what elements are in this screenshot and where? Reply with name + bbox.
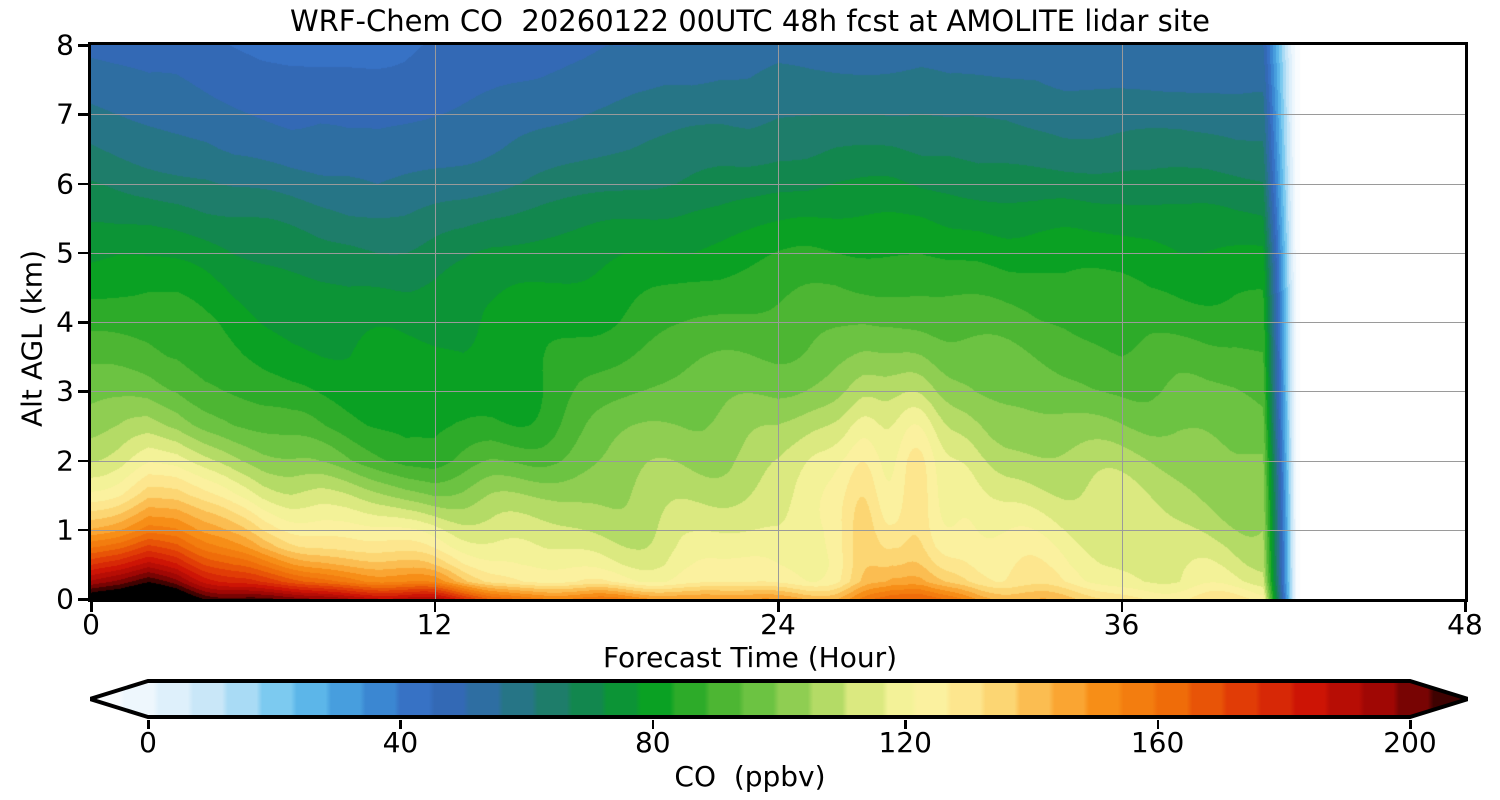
x-tick-mark bbox=[433, 602, 436, 612]
y-tick-mark bbox=[78, 182, 88, 185]
gridline-vertical bbox=[434, 45, 436, 599]
colorbar-tick-mark bbox=[651, 720, 655, 729]
y-tick-label: 2 bbox=[56, 444, 74, 477]
colorbar-tick-label: 200 bbox=[1383, 726, 1437, 759]
colorbar-tick-label: 80 bbox=[634, 726, 671, 759]
colorbar-tick-mark bbox=[399, 720, 402, 729]
x-tick-label: 12 bbox=[416, 608, 453, 641]
colorbar-label: CO (ppbv) bbox=[674, 760, 826, 793]
y-tick-mark bbox=[78, 528, 88, 532]
x-tick-label: 24 bbox=[760, 608, 796, 641]
x-tick-label: 48 bbox=[1447, 608, 1483, 641]
colorbar-tick-label: 160 bbox=[1130, 726, 1185, 759]
gridline-vertical bbox=[1121, 45, 1123, 599]
contour-plot-axes bbox=[88, 42, 1468, 602]
y-tick-label: 3 bbox=[56, 374, 74, 408]
y-tick-mark bbox=[78, 251, 88, 255]
y-tick-mark bbox=[78, 113, 88, 116]
y-tick-mark bbox=[78, 44, 88, 47]
y-tick-mark bbox=[78, 459, 88, 462]
y-tick-label: 0 bbox=[56, 582, 74, 616]
gridline-vertical bbox=[778, 45, 779, 599]
colorbar-tick-mark bbox=[1156, 720, 1160, 729]
colorbar bbox=[90, 678, 1468, 720]
x-tick-mark bbox=[1120, 602, 1123, 612]
y-tick-label: 7 bbox=[56, 97, 74, 131]
y-tick-label: 6 bbox=[56, 167, 74, 200]
colorbar-tick-mark bbox=[1409, 720, 1412, 729]
y-tick-mark bbox=[78, 321, 88, 324]
colorbar-tick-label: 0 bbox=[139, 726, 157, 759]
colorbar-tick-label: 40 bbox=[382, 726, 419, 759]
colorbar-gradient bbox=[90, 679, 1468, 719]
x-tick-mark bbox=[1464, 602, 1467, 612]
colorbar-tick-label: 120 bbox=[878, 726, 932, 759]
y-tick-mark bbox=[78, 390, 88, 393]
y-axis-label: Alt AGL (km) bbox=[15, 250, 49, 428]
y-tick-label: 1 bbox=[56, 513, 74, 547]
y-tick-label: 5 bbox=[56, 236, 74, 270]
x-axis-label: Forecast Time (Hour) bbox=[602, 641, 898, 674]
x-tick-label: 0 bbox=[82, 608, 100, 641]
x-tick-mark bbox=[90, 602, 93, 612]
y-tick-label: 4 bbox=[56, 305, 74, 339]
colorbar-tick-mark bbox=[147, 720, 150, 729]
x-tick-label: 36 bbox=[1103, 608, 1140, 641]
y-tick-label: 8 bbox=[56, 28, 74, 62]
x-tick-mark bbox=[777, 602, 780, 612]
colorbar-tick-mark bbox=[904, 720, 907, 729]
page-title: WRF-Chem CO 20260122 00UTC 48h fcst at A… bbox=[289, 4, 1211, 38]
y-tick-mark bbox=[78, 598, 88, 601]
